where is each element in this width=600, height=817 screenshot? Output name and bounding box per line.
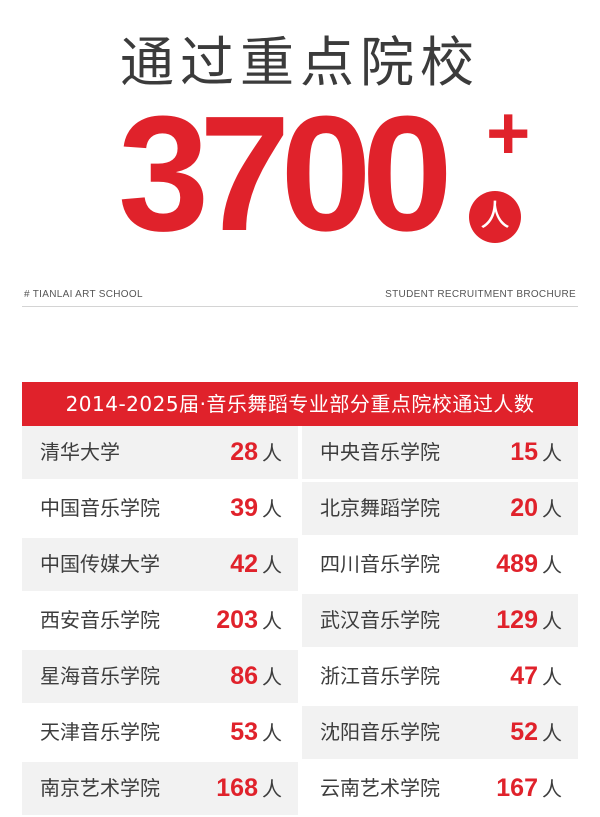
brochure-tag: STUDENT RECRUITMENT BROCHURE xyxy=(385,289,576,300)
school-name: 中国传媒大学 xyxy=(40,552,160,576)
table-cell: 中央音乐学院 15 人 xyxy=(302,426,578,479)
school-name: 武汉音乐学院 xyxy=(320,608,440,632)
table-cell: 四川音乐学院 489 人 xyxy=(302,538,578,591)
admit-count: 53 xyxy=(230,718,258,746)
count-unit: 人 xyxy=(262,665,282,689)
school-tag: # TIANLAI ART SCHOOL xyxy=(24,289,143,300)
table-cell: 中国音乐学院 39 人 xyxy=(22,482,298,535)
unit-badge: 人 xyxy=(469,191,521,243)
count-unit: 人 xyxy=(262,553,282,577)
count-unit: 人 xyxy=(262,777,282,801)
school-name: 天津音乐学院 xyxy=(40,720,160,744)
results-table: 清华大学 28 人 中央音乐学院 15 人 中国音乐学院 39 人 北京舞蹈学院 20… xyxy=(22,426,578,815)
count-unit: 人 xyxy=(542,777,562,801)
school-name: 星海音乐学院 xyxy=(40,664,160,688)
count-unit: 人 xyxy=(262,497,282,521)
plus-sign: + xyxy=(486,91,531,176)
school-name: 西安音乐学院 xyxy=(40,608,160,632)
school-name: 中国音乐学院 xyxy=(40,496,160,520)
table-cell: 星海音乐学院 86 人 xyxy=(22,650,298,703)
count-unit: 人 xyxy=(542,609,562,633)
count-unit: 人 xyxy=(542,497,562,521)
school-name: 清华大学 xyxy=(40,440,120,464)
school-name: 中央音乐学院 xyxy=(320,440,440,464)
admit-count: 47 xyxy=(510,662,538,690)
admit-count: 86 xyxy=(230,662,258,690)
admit-count: 15 xyxy=(510,438,538,466)
divider xyxy=(22,306,578,307)
table-cell: 天津音乐学院 53 人 xyxy=(22,706,298,759)
page-title: 通过重点院校 xyxy=(120,31,480,94)
school-name: 南京艺术学院 xyxy=(40,776,160,800)
count-unit: 人 xyxy=(542,553,562,577)
table-cell: 北京舞蹈学院 20 人 xyxy=(302,482,578,535)
table-cell: 西安音乐学院 203 人 xyxy=(22,594,298,647)
admit-count: 20 xyxy=(510,494,538,522)
school-name: 沈阳音乐学院 xyxy=(320,720,440,744)
admit-count: 203 xyxy=(216,606,258,634)
table-cell: 浙江音乐学院 47 人 xyxy=(302,650,578,703)
count-unit: 人 xyxy=(542,441,562,465)
admit-count: 39 xyxy=(230,494,258,522)
admit-count: 168 xyxy=(216,774,258,802)
table-cell: 武汉音乐学院 129 人 xyxy=(302,594,578,647)
count-unit: 人 xyxy=(262,609,282,633)
table-cell: 南京艺术学院 168 人 xyxy=(22,762,298,815)
school-name: 北京舞蹈学院 xyxy=(320,496,440,520)
table-cell: 沈阳音乐学院 52 人 xyxy=(302,706,578,759)
headline-number: 3700 xyxy=(118,82,453,265)
admit-count: 129 xyxy=(496,606,538,634)
admit-count: 52 xyxy=(510,718,538,746)
admit-count: 28 xyxy=(230,438,258,466)
table-cell: 清华大学 28 人 xyxy=(22,426,298,479)
table-cell: 中国传媒大学 42 人 xyxy=(22,538,298,591)
admit-count: 167 xyxy=(496,774,538,802)
school-name: 四川音乐学院 xyxy=(320,552,440,576)
table-cell: 云南艺术学院 167 人 xyxy=(302,762,578,815)
table-header: 2014-2025届·音乐舞蹈专业部分重点院校通过人数 xyxy=(22,382,578,426)
count-unit: 人 xyxy=(262,441,282,465)
school-name: 云南艺术学院 xyxy=(320,776,440,800)
count-unit: 人 xyxy=(542,721,562,745)
count-unit: 人 xyxy=(542,665,562,689)
count-unit: 人 xyxy=(262,721,282,745)
school-name: 浙江音乐学院 xyxy=(320,664,440,688)
admit-count: 489 xyxy=(496,550,538,578)
admit-count: 42 xyxy=(230,550,258,578)
